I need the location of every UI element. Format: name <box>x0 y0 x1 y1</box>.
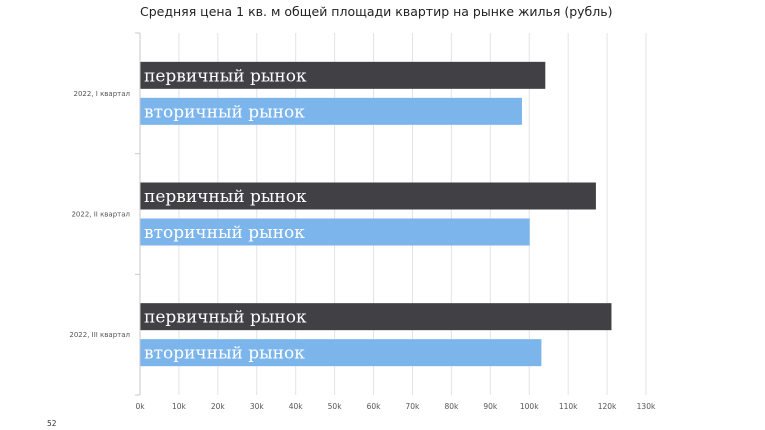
x-tick-label: 40k <box>289 402 304 411</box>
x-tick-label: 100k <box>520 402 539 411</box>
bar-series-label: вторичный рынок <box>144 344 305 364</box>
bar-series-label: вторичный рынок <box>144 223 305 243</box>
category-label: 2022, I квартал <box>74 90 130 98</box>
x-tick-label: 90k <box>483 402 498 411</box>
x-tick-label: 10k <box>172 402 187 411</box>
x-tick-label: 120k <box>598 402 617 411</box>
chart-title: Средняя цена 1 кв. м общей площади кварт… <box>140 4 613 19</box>
bar <box>140 218 530 246</box>
page-number: 52 <box>47 419 57 428</box>
bar-series-label: вторичный рынок <box>144 102 305 122</box>
category-label: 2022, III квартал <box>69 331 130 339</box>
bar-series-label: первичный рынок <box>144 308 307 328</box>
bar <box>140 303 612 331</box>
x-tick-label: 130k <box>637 402 656 411</box>
bar <box>140 97 522 125</box>
x-tick-label: 60k <box>367 402 382 411</box>
x-tick-label: 20k <box>211 402 226 411</box>
x-tick-label: 50k <box>328 402 343 411</box>
x-tick-label: 70k <box>406 402 421 411</box>
bar-series-label: первичный рынок <box>144 187 307 207</box>
gridlines <box>178 33 647 395</box>
category-label: 2022, II квартал <box>71 211 130 219</box>
x-tick-label: 110k <box>559 402 578 411</box>
bar <box>140 339 542 367</box>
x-tick-label: 0k <box>135 402 145 411</box>
x-tick-labels: 0k 10k 20k 30k 40k 50k 60k 70k 80k 90k 100k 110k 120… <box>135 402 656 411</box>
category-labels: 2022, I квартал 2022, II квартал 2022, III… <box>69 90 130 339</box>
bar <box>140 182 596 210</box>
bar-series-label: первичный рынок <box>144 66 307 86</box>
x-tick-label: 80k <box>444 402 459 411</box>
bars-group: первичный рынок вторичный рынок первичный … <box>140 61 612 367</box>
x-tick-label: 30k <box>250 402 265 411</box>
category-axis <box>135 32 141 396</box>
bar <box>140 61 546 89</box>
